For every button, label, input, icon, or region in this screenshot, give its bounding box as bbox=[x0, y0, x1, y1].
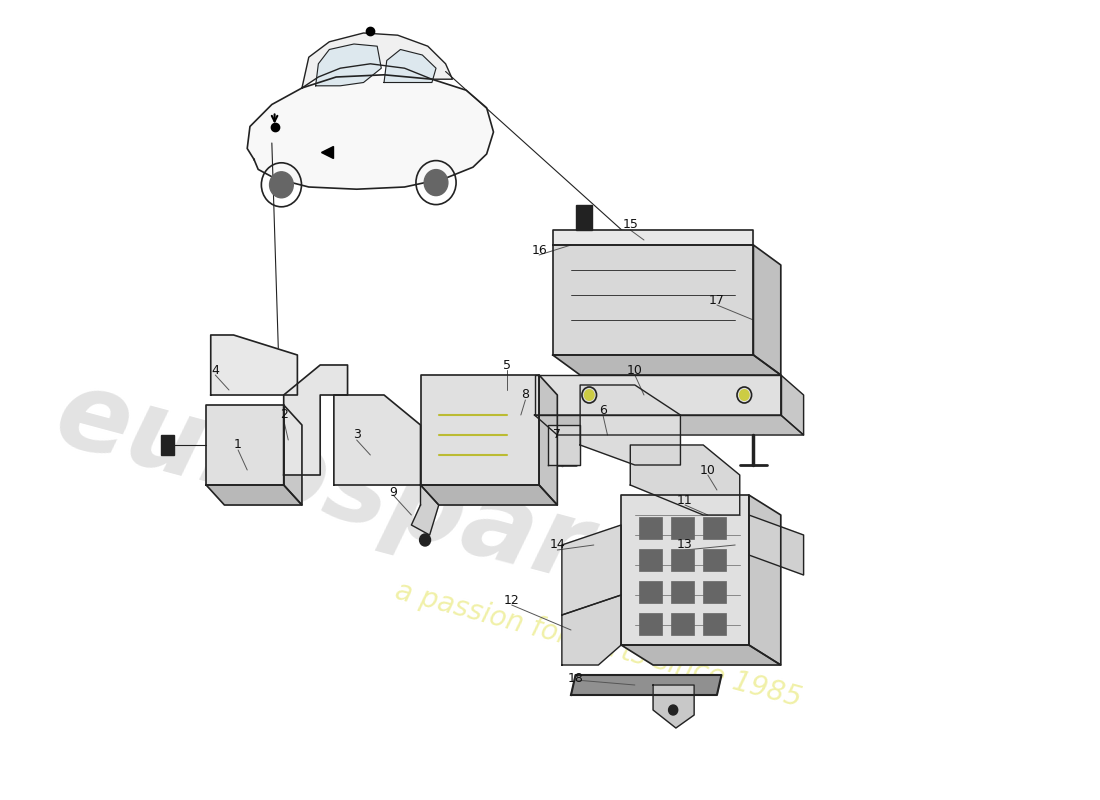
Polygon shape bbox=[562, 525, 622, 615]
Text: 2: 2 bbox=[279, 409, 287, 422]
Polygon shape bbox=[535, 375, 781, 415]
Polygon shape bbox=[535, 415, 804, 435]
Circle shape bbox=[669, 705, 678, 715]
Polygon shape bbox=[553, 230, 754, 245]
Bar bbox=[639, 517, 662, 539]
Text: 17: 17 bbox=[710, 294, 725, 306]
Bar bbox=[671, 517, 694, 539]
Text: a passion for parts since 1985: a passion for parts since 1985 bbox=[392, 577, 805, 713]
Polygon shape bbox=[781, 375, 804, 435]
Polygon shape bbox=[316, 44, 382, 86]
Text: eurospares: eurospares bbox=[44, 360, 734, 640]
Circle shape bbox=[425, 170, 448, 196]
Text: 16: 16 bbox=[531, 243, 547, 257]
Text: 3: 3 bbox=[353, 429, 361, 442]
Polygon shape bbox=[571, 675, 722, 695]
Polygon shape bbox=[284, 405, 301, 505]
Text: 4: 4 bbox=[211, 363, 219, 377]
Bar bbox=[671, 581, 694, 603]
Text: 14: 14 bbox=[549, 538, 565, 551]
Polygon shape bbox=[749, 515, 804, 575]
Polygon shape bbox=[548, 425, 580, 465]
Text: 15: 15 bbox=[623, 218, 638, 231]
Polygon shape bbox=[420, 375, 539, 485]
Bar bbox=[639, 549, 662, 571]
Bar bbox=[703, 517, 726, 539]
Bar bbox=[161, 435, 174, 455]
Polygon shape bbox=[301, 33, 452, 88]
Bar bbox=[671, 613, 694, 635]
Polygon shape bbox=[749, 495, 781, 665]
Bar bbox=[639, 613, 662, 635]
Circle shape bbox=[584, 389, 595, 401]
Bar bbox=[575, 205, 592, 230]
Polygon shape bbox=[248, 75, 494, 190]
Text: 10: 10 bbox=[627, 363, 642, 377]
Circle shape bbox=[419, 534, 430, 546]
Polygon shape bbox=[621, 495, 749, 645]
Polygon shape bbox=[411, 485, 439, 535]
Polygon shape bbox=[653, 685, 694, 728]
Bar bbox=[639, 581, 662, 603]
Text: 5: 5 bbox=[503, 358, 512, 371]
Circle shape bbox=[739, 389, 750, 401]
Polygon shape bbox=[621, 645, 781, 665]
Bar bbox=[703, 613, 726, 635]
Text: 1: 1 bbox=[234, 438, 242, 451]
Text: 7: 7 bbox=[553, 429, 561, 442]
Text: 12: 12 bbox=[504, 594, 519, 606]
Bar bbox=[703, 581, 726, 603]
Polygon shape bbox=[539, 375, 558, 505]
Polygon shape bbox=[754, 245, 781, 375]
Polygon shape bbox=[284, 365, 348, 475]
Polygon shape bbox=[420, 485, 558, 505]
Text: 8: 8 bbox=[521, 389, 529, 402]
Polygon shape bbox=[206, 405, 284, 485]
Text: 10: 10 bbox=[700, 463, 716, 477]
Polygon shape bbox=[553, 245, 754, 355]
Polygon shape bbox=[211, 335, 297, 395]
Text: 18: 18 bbox=[568, 671, 583, 685]
Polygon shape bbox=[384, 50, 436, 82]
Polygon shape bbox=[334, 395, 420, 485]
Polygon shape bbox=[206, 485, 301, 505]
Polygon shape bbox=[562, 595, 622, 665]
Circle shape bbox=[270, 172, 294, 198]
Polygon shape bbox=[580, 385, 681, 465]
Text: 11: 11 bbox=[678, 494, 693, 506]
Polygon shape bbox=[630, 445, 739, 515]
Bar bbox=[703, 549, 726, 571]
Text: 6: 6 bbox=[600, 403, 607, 417]
Bar bbox=[671, 549, 694, 571]
Text: 13: 13 bbox=[678, 538, 693, 551]
Polygon shape bbox=[553, 355, 781, 375]
Text: 9: 9 bbox=[389, 486, 397, 498]
